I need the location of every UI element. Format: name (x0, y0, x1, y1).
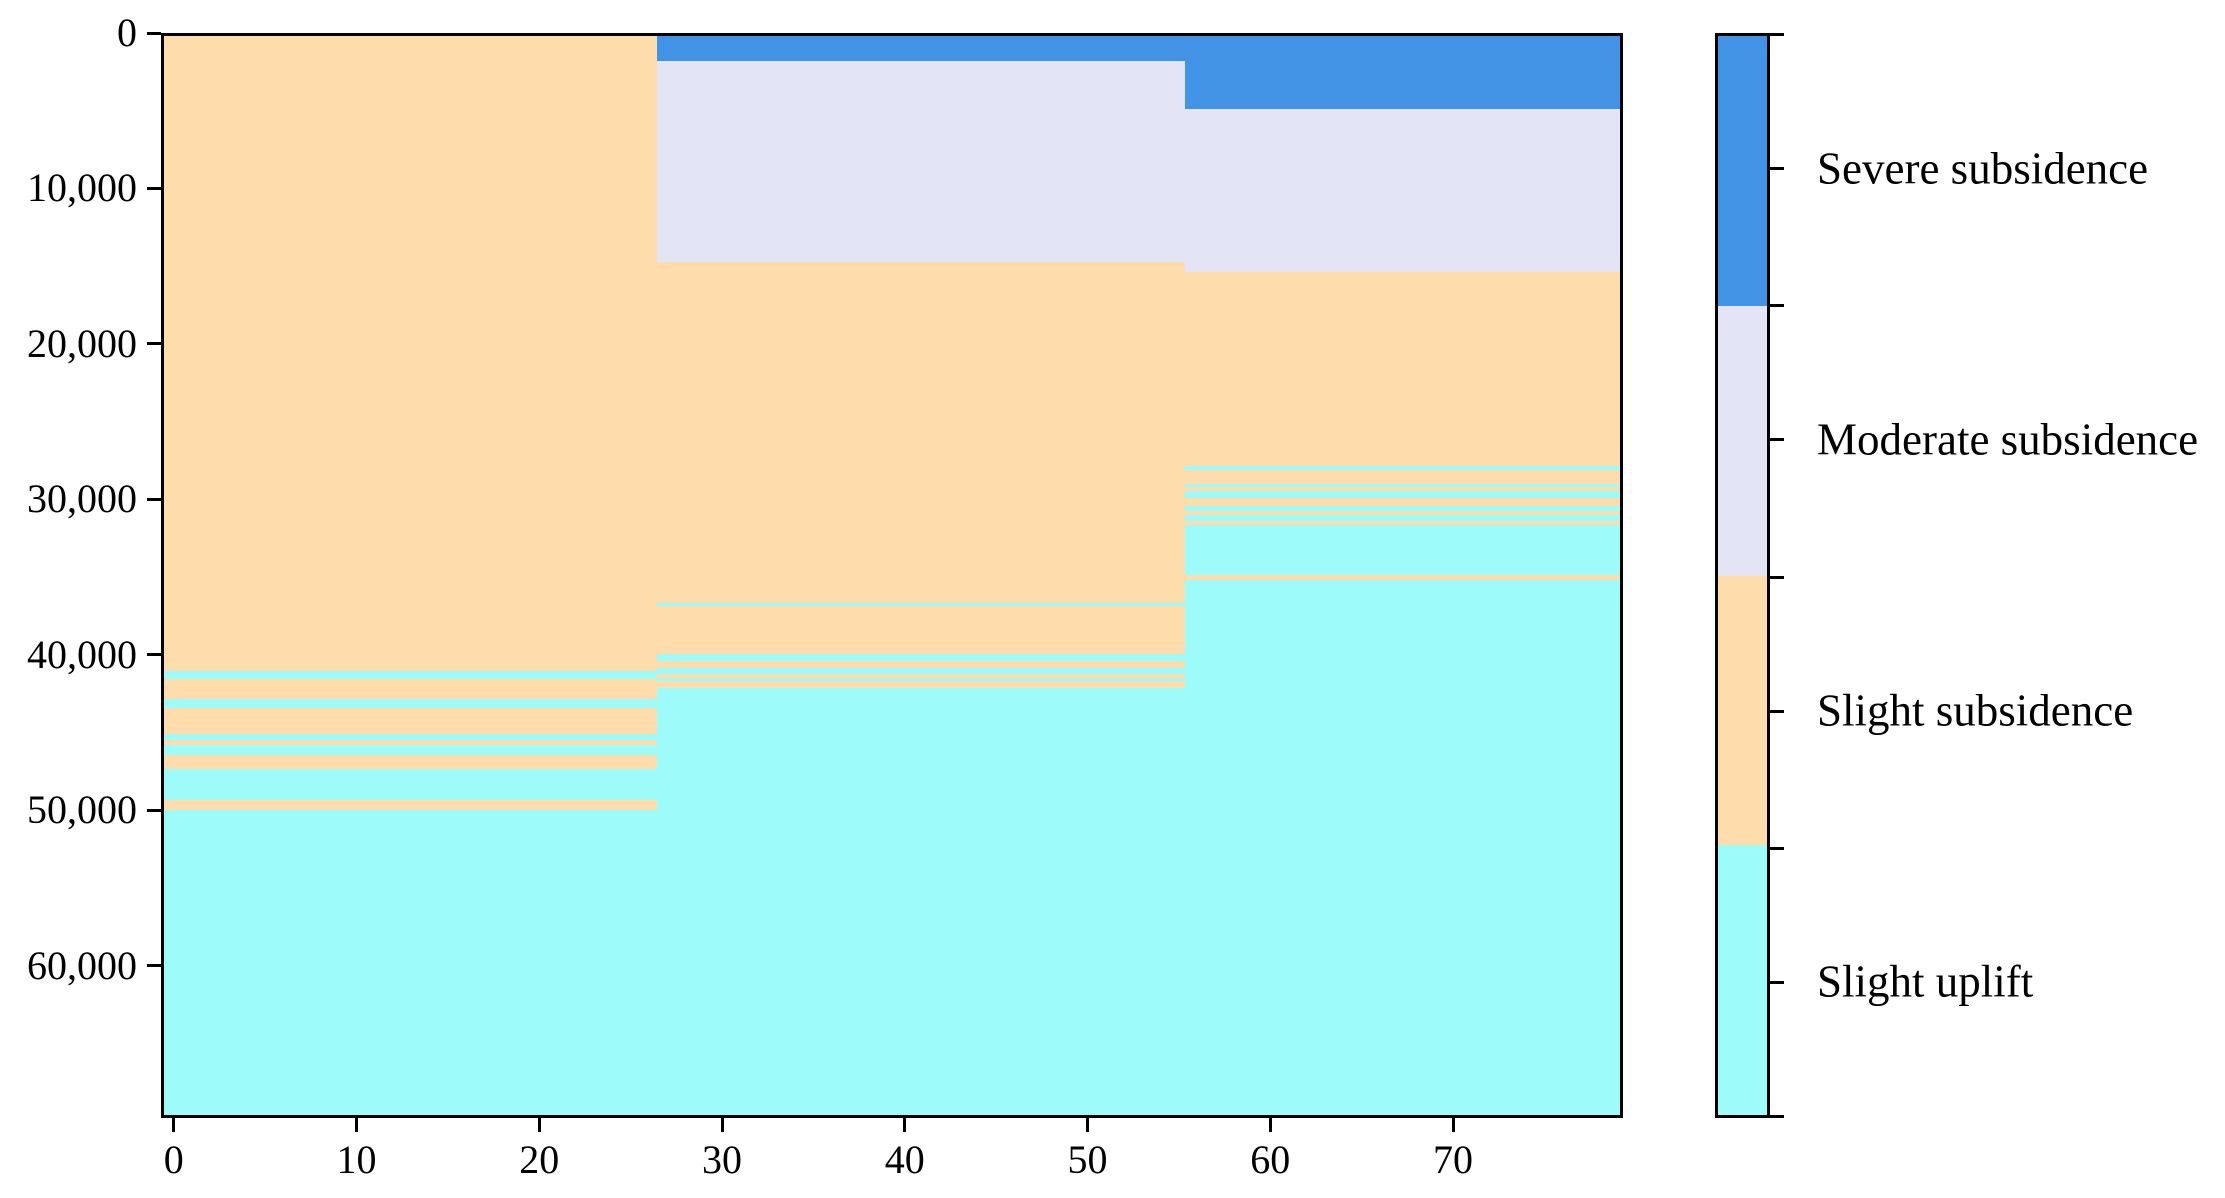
x-axis-tick-label: 60 (1250, 1137, 1291, 1182)
colorbar-label: Moderate subsidence (1817, 414, 2199, 465)
colorbar-tick (1770, 980, 1784, 984)
heatmap-segment (657, 36, 1186, 61)
colorbar-boundary-tick (1770, 33, 1784, 36)
heatmap-segment (657, 60, 1186, 262)
heatmap-segment (657, 688, 1186, 1115)
y-axis-tick (147, 31, 161, 35)
heatmap-segment (657, 660, 1186, 669)
x-axis-tick-label: 70 (1433, 1137, 1474, 1182)
heatmap-segment (1185, 505, 1620, 512)
colorbar (1715, 33, 1770, 1118)
x-axis-tick-label: 0 (163, 1137, 184, 1182)
heatmap-segment (657, 606, 1186, 655)
heatmap-segment (657, 603, 1186, 607)
heatmap-segment (164, 754, 658, 769)
heatmap-segment (1185, 511, 1620, 516)
heatmap-segment (1185, 486, 1620, 492)
heatmap-segment (657, 680, 1186, 689)
y-axis-tick (147, 497, 161, 501)
heatmap-segment (164, 679, 658, 700)
x-axis-tick (172, 1118, 176, 1132)
colorbar-label: Slight uplift (1817, 956, 2034, 1007)
colorbar-tick (1770, 438, 1784, 442)
heatmap-segment (1185, 574, 1620, 581)
colorbar-tick (1770, 709, 1784, 713)
heatmap-column-3 (1185, 36, 1620, 1115)
colorbar-segment-1 (1718, 305, 1767, 576)
colorbar-boundary-tick (1770, 304, 1784, 308)
heatmap-segment (657, 261, 1186, 604)
x-axis-tick-label: 10 (336, 1137, 377, 1182)
heatmap-segment (1185, 515, 1620, 522)
y-axis-tick (147, 342, 161, 346)
x-axis-tick-label: 30 (702, 1137, 743, 1182)
heatmap-segment (1185, 498, 1620, 506)
x-axis-tick (903, 1118, 907, 1132)
x-axis-tick-label: 50 (1067, 1137, 1108, 1182)
heatmap-segment (164, 707, 658, 734)
heatmap-segment (1185, 491, 1620, 499)
heatmap-plot-area (161, 33, 1623, 1118)
colorbar-segment-2 (1718, 575, 1767, 846)
y-axis-tick-label: 30,000 (27, 476, 137, 522)
y-axis-tick-label: 50,000 (27, 787, 137, 833)
colorbar-tick (1770, 167, 1784, 171)
heatmap-segment (1185, 271, 1620, 466)
colorbar-boundary-tick (1770, 1115, 1784, 1118)
heatmap-segment (1185, 580, 1620, 1115)
y-axis-tick-label: 0 (117, 10, 137, 55)
colorbar-segment-0 (1718, 36, 1767, 306)
heatmap-segment (1185, 108, 1620, 272)
heatmap-segment (1185, 465, 1620, 471)
colorbar-boundary-tick (1770, 575, 1784, 579)
x-axis-tick-label: 40 (884, 1137, 925, 1182)
heatmap-segment (164, 809, 658, 1115)
colorbar-segment-3 (1718, 845, 1767, 1115)
colorbar-label: Severe subsidence (1817, 143, 2149, 194)
colorbar-boundary-tick (1770, 846, 1784, 850)
heatmap-segment (164, 744, 658, 755)
heatmap-segment (164, 768, 658, 800)
y-axis-tick (147, 186, 161, 190)
x-axis-tick-label: 20 (519, 1137, 560, 1182)
heatmap-segment (164, 733, 658, 741)
heatmap-segment (1185, 483, 1620, 487)
heatmap-segment (164, 699, 658, 708)
heatmap-segment (164, 670, 658, 680)
heatmap-segment (1185, 36, 1620, 109)
x-axis-tick (720, 1118, 724, 1132)
y-axis-tick-label: 40,000 (27, 631, 137, 677)
y-axis-tick-label: 60,000 (27, 942, 137, 988)
y-axis-tick-label: 20,000 (27, 320, 137, 366)
x-axis-tick (1086, 1118, 1090, 1132)
x-axis-tick (355, 1118, 359, 1132)
heatmap-segment (657, 677, 1186, 681)
colorbar-label: Slight subsidence (1817, 685, 2134, 736)
y-axis-tick (147, 653, 161, 657)
y-axis-tick-label: 10,000 (27, 165, 137, 211)
heatmap-segment (164, 36, 658, 671)
heatmap-segment (1185, 521, 1620, 526)
x-axis-tick (1451, 1118, 1455, 1132)
heatmap-segment (164, 740, 658, 745)
y-axis-tick (147, 964, 161, 968)
heatmap-segment (657, 668, 1186, 675)
y-axis-tick (147, 808, 161, 812)
heatmap-segment (1185, 470, 1620, 484)
heatmap-column-2 (657, 36, 1186, 1115)
heatmap-grid (164, 36, 1620, 1115)
heatmap-segment (1185, 525, 1620, 575)
heatmap-segment (164, 799, 658, 810)
heatmap-column-1 (164, 36, 658, 1115)
heatmap-segment (657, 654, 1186, 661)
heatmap-segment (657, 674, 1186, 678)
x-axis-tick (537, 1118, 541, 1132)
x-axis-tick (1268, 1118, 1272, 1132)
